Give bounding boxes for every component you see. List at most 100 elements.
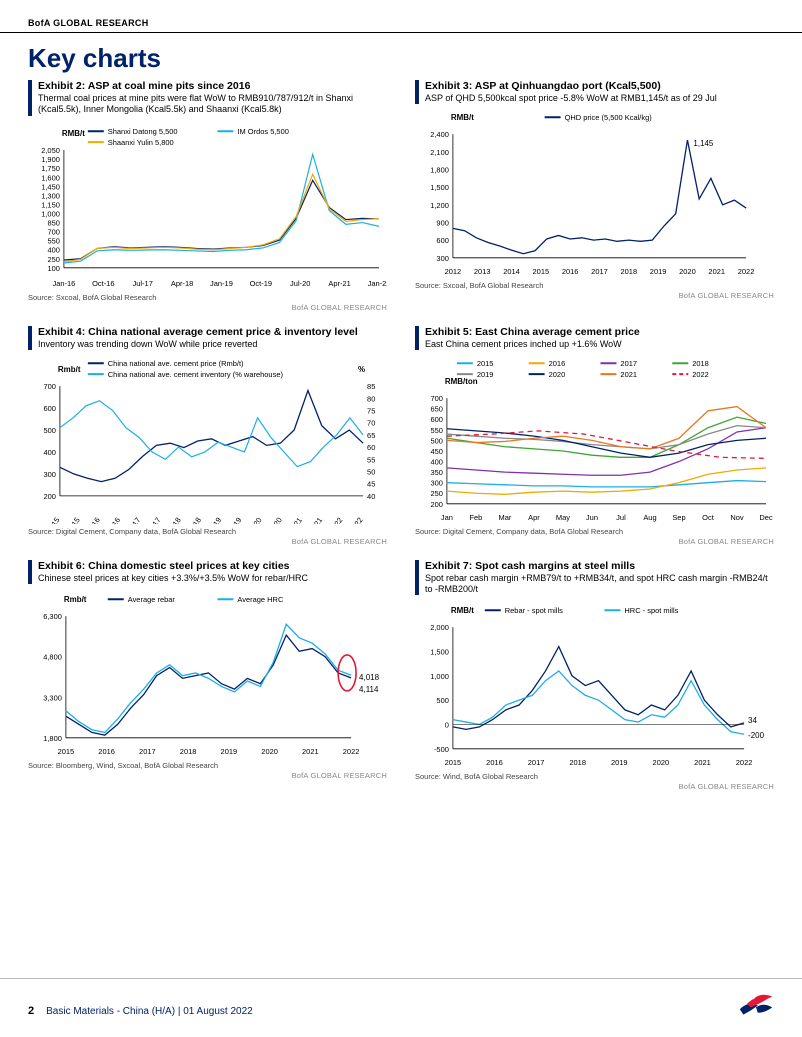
svg-text:Jun: Jun [586, 513, 598, 522]
svg-text:900: 900 [436, 219, 448, 228]
svg-text:2020: 2020 [653, 758, 670, 767]
footer-title: Basic Materials - China (H/A) | 01 Augus… [46, 1006, 253, 1017]
svg-text:2015: 2015 [445, 758, 462, 767]
exhibit-7: Exhibit 7: Spot cash margins at steel mi… [415, 560, 774, 792]
svg-text:200: 200 [43, 492, 55, 501]
svg-text:2012: 2012 [445, 267, 462, 276]
svg-text:1,500: 1,500 [430, 648, 449, 657]
svg-text:2020: 2020 [261, 747, 278, 756]
svg-text:50: 50 [367, 467, 375, 476]
svg-text:Average rebar: Average rebar [128, 595, 176, 604]
svg-text:2,400: 2,400 [430, 130, 449, 139]
svg-text:Oct-16: Oct-16 [92, 278, 114, 287]
exhibit-7-title: Exhibit 7: Spot cash margins at steel mi… [425, 560, 774, 572]
svg-text:450: 450 [430, 447, 442, 456]
svg-text:2022: 2022 [736, 758, 753, 767]
svg-text:600: 600 [43, 404, 55, 413]
svg-text:Jul-16: Jul-16 [103, 516, 122, 524]
svg-text:Average HRC: Average HRC [237, 595, 284, 604]
svg-text:2016: 2016 [549, 359, 566, 368]
svg-text:2,100: 2,100 [430, 148, 449, 157]
svg-text:May: May [556, 513, 570, 522]
svg-text:1,500: 1,500 [430, 183, 449, 192]
svg-text:500: 500 [436, 696, 448, 705]
svg-text:2019: 2019 [611, 758, 628, 767]
svg-text:1,200: 1,200 [430, 201, 449, 210]
svg-text:4,800: 4,800 [43, 653, 62, 662]
svg-text:3,300: 3,300 [43, 693, 62, 702]
svg-text:Rmb/t: Rmb/t [58, 365, 81, 374]
svg-text:Mar: Mar [498, 513, 511, 522]
svg-text:2013: 2013 [474, 267, 491, 276]
svg-text:1,300: 1,300 [41, 191, 60, 200]
svg-text:0: 0 [445, 721, 449, 730]
svg-text:Jul-18: Jul-18 [184, 516, 203, 524]
svg-text:700: 700 [47, 227, 59, 236]
exhibit-3: Exhibit 3: ASP at Qinhuangdao port (Kcal… [415, 80, 774, 312]
svg-text:Rebar - spot mills: Rebar - spot mills [505, 606, 563, 615]
research-tag: BofA GLOBAL RESEARCH [415, 781, 774, 791]
svg-text:2018: 2018 [692, 359, 709, 368]
svg-text:500: 500 [43, 426, 55, 435]
svg-text:Jan: Jan [441, 513, 453, 522]
svg-text:2016: 2016 [98, 747, 115, 756]
svg-text:Shaanxi Yulin 5,800: Shaanxi Yulin 5,800 [108, 138, 174, 147]
svg-text:600: 600 [436, 236, 448, 245]
svg-text:-500: -500 [434, 745, 449, 754]
svg-text:IM Ordos 5,500: IM Ordos 5,500 [237, 127, 288, 136]
svg-text:34: 34 [748, 716, 757, 725]
svg-text:1,145: 1,145 [693, 139, 714, 148]
svg-text:2017: 2017 [591, 267, 608, 276]
svg-text:2014: 2014 [503, 267, 520, 276]
svg-text:70: 70 [367, 418, 375, 427]
exhibit-5-chart: 200250300350400450500550600650700JanFebM… [415, 354, 774, 524]
svg-text:Jul-17: Jul-17 [133, 278, 153, 287]
page-footer: 2 Basic Materials - China (H/A) | 01 Aug… [0, 978, 802, 1037]
svg-text:45: 45 [367, 479, 375, 488]
svg-text:1,000: 1,000 [430, 672, 449, 681]
exhibit-2-source: Source: Sxcoal, BofA Global Research [28, 290, 387, 302]
svg-text:Oct: Oct [702, 513, 715, 522]
svg-text:Rmb/t: Rmb/t [64, 595, 87, 604]
page-header: BofA GLOBAL RESEARCH [0, 0, 802, 33]
exhibit-7-sub: Spot rebar cash margin +RMB79/t to +RMB3… [425, 572, 774, 596]
research-tag: BofA GLOBAL RESEARCH [415, 290, 774, 300]
svg-text:2017: 2017 [620, 359, 637, 368]
svg-text:2016: 2016 [486, 758, 503, 767]
svg-text:1,600: 1,600 [41, 173, 60, 182]
svg-text:1,900: 1,900 [41, 155, 60, 164]
exhibit-2-chart: 1002504005507008501,0001,1501,3001,4501,… [28, 120, 387, 290]
research-tag: BofA GLOBAL RESEARCH [28, 536, 387, 546]
svg-text:Aug: Aug [643, 513, 656, 522]
svg-text:2021: 2021 [694, 758, 711, 767]
svg-text:850: 850 [47, 218, 59, 227]
exhibit-3-title: Exhibit 3: ASP at Qinhuangdao port (Kcal… [425, 80, 774, 92]
svg-text:350: 350 [430, 468, 442, 477]
svg-text:Apr: Apr [528, 513, 540, 522]
main-title: Key charts [0, 33, 802, 80]
svg-text:Jul-19: Jul-19 [224, 516, 243, 524]
svg-text:40: 40 [367, 492, 375, 501]
exhibit-5-source: Source: Digital Cement, Company data, Bo… [415, 524, 774, 536]
exhibit-4: Exhibit 4: China national average cement… [28, 326, 387, 546]
svg-text:1,800: 1,800 [43, 734, 62, 743]
svg-text:2,050: 2,050 [41, 146, 60, 155]
exhibit-5-title: Exhibit 5: East China average cement pri… [425, 326, 774, 338]
svg-text:Jul-15: Jul-15 [63, 516, 82, 524]
svg-text:65: 65 [367, 431, 375, 440]
svg-text:Shanxi Datong 5,500: Shanxi Datong 5,500 [108, 127, 178, 136]
page-number: 2 [28, 1005, 34, 1017]
exhibit-7-source: Source: Wind, BofA Global Research [415, 769, 774, 781]
exhibit-2-sub: Thermal coal prices at mine pits were fl… [38, 92, 387, 116]
svg-text:RMB/t: RMB/t [451, 606, 474, 615]
svg-text:100: 100 [47, 263, 59, 272]
svg-text:250: 250 [430, 489, 442, 498]
svg-text:Jul-21: Jul-21 [305, 516, 324, 524]
exhibit-6-source: Source: Bloomberg, Wind, Sxcoal, BofA Gl… [28, 758, 387, 770]
svg-text:2015: 2015 [58, 747, 75, 756]
svg-text:Apr-18: Apr-18 [171, 278, 193, 287]
svg-text:Jul-17: Jul-17 [144, 516, 163, 524]
exhibit-6-sub: Chinese steel prices at key cities +3.3%… [38, 572, 387, 584]
svg-text:2018: 2018 [620, 267, 637, 276]
svg-text:2021: 2021 [302, 747, 319, 756]
